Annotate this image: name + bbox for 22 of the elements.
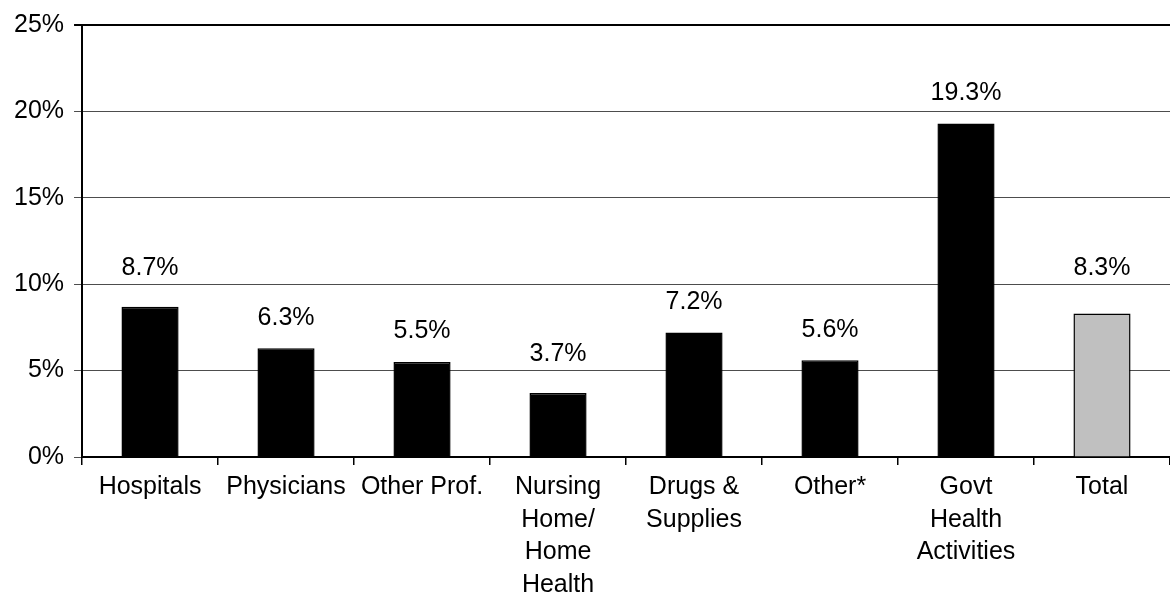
y-tick-label: 5%: [27, 354, 65, 383]
data-label: 6.3%: [257, 301, 315, 330]
x-tick-label: Other*: [793, 471, 867, 500]
y-tick-label: 15%: [13, 181, 65, 210]
x-tick-label: Drugs & Supplies: [646, 471, 742, 532]
data-label: 5.6%: [801, 313, 859, 342]
data-label: 7.2%: [665, 285, 723, 314]
x-tick-label: Govt Health Activities: [916, 471, 1016, 565]
x-tick-label: Other Prof.: [360, 471, 484, 500]
x-tick-label: Nursing Home/ Home Health: [514, 471, 602, 597]
data-label: 19.3%: [930, 76, 1002, 105]
x-tick-label: Total: [1075, 471, 1129, 500]
x-tick-label: Physicians: [226, 471, 346, 500]
data-label: 8.7%: [121, 251, 179, 280]
data-label: 5.5%: [393, 315, 451, 344]
y-tick-label: 0%: [27, 440, 65, 469]
y-tick-label: 20%: [13, 95, 65, 124]
y-tick-label: 25%: [13, 8, 65, 37]
data-label: 8.3%: [1073, 251, 1131, 280]
data-label: 3.7%: [529, 337, 587, 366]
x-tick-label: Hospitals: [98, 471, 202, 500]
y-tick-label: 10%: [13, 268, 65, 297]
